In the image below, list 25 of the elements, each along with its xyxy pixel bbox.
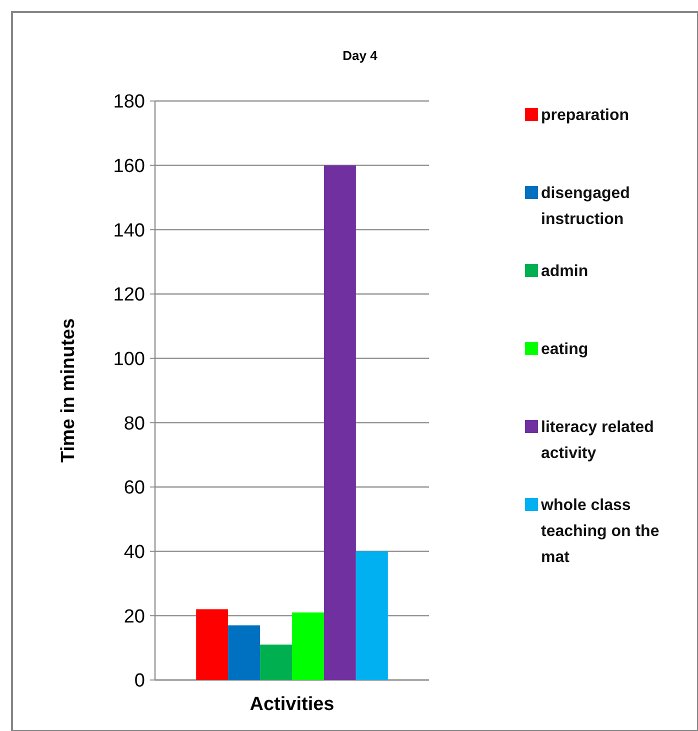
y-axis-title: Time in minutes bbox=[58, 318, 79, 463]
y-tick-label: 60 bbox=[124, 478, 145, 499]
y-tick-label: 80 bbox=[124, 413, 145, 434]
bar bbox=[324, 165, 356, 680]
legend-label: whole class teaching on the mat bbox=[540, 497, 660, 566]
y-tick-label: 20 bbox=[124, 606, 145, 628]
y-tick-label: 100 bbox=[113, 348, 145, 370]
bar bbox=[292, 612, 324, 680]
x-axis-title: Activities bbox=[250, 694, 334, 715]
y-tick-label: 140 bbox=[113, 220, 145, 242]
legend-label: literacy related activity bbox=[541, 419, 654, 462]
bar bbox=[260, 644, 292, 680]
legend-label: preparation bbox=[541, 107, 630, 124]
legend-label: disengaged instruction bbox=[541, 185, 630, 228]
y-tick-label: 180 bbox=[113, 92, 145, 113]
legend-label: eating bbox=[541, 341, 588, 358]
y-tick-label: 0 bbox=[134, 670, 145, 692]
chart-title: Day 4 bbox=[342, 48, 378, 63]
bar bbox=[196, 609, 228, 680]
bar bbox=[228, 625, 260, 680]
bar bbox=[356, 551, 388, 680]
y-tick-label: 120 bbox=[113, 284, 145, 306]
y-tick-label: 160 bbox=[113, 156, 145, 177]
y-tick-label: 40 bbox=[124, 542, 145, 563]
legend-label: admin bbox=[541, 263, 588, 280]
